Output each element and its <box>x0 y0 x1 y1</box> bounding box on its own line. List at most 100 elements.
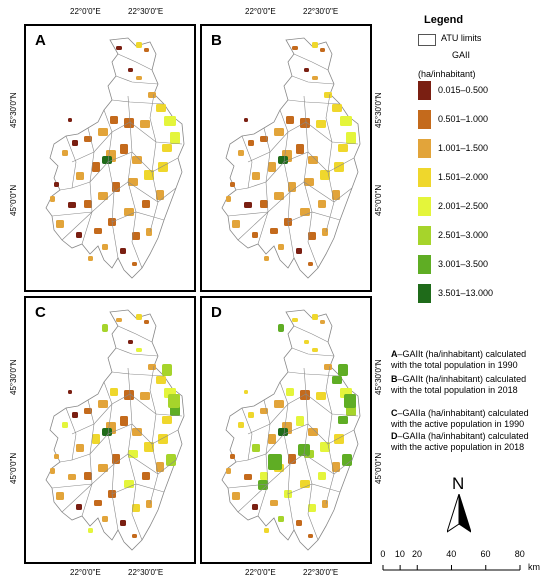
gaii-patch <box>312 348 318 352</box>
scale-label-0: 0 <box>380 549 386 559</box>
gaii-patch <box>230 182 235 187</box>
gaii-patch <box>142 472 150 480</box>
gaii-patch <box>128 340 133 344</box>
lat-tick-left-1: 45°30'0"N <box>9 92 18 128</box>
scale-label-40: 40 <box>446 549 457 559</box>
gaii-patch <box>128 450 138 458</box>
atu-boundary <box>115 325 159 357</box>
gaii-patch <box>156 462 164 472</box>
scale-label-80: 80 <box>514 549 525 559</box>
gaii-patch <box>116 46 122 50</box>
gaii-patch <box>312 76 318 80</box>
gaii-patch <box>340 116 352 126</box>
atu-boundary <box>59 407 77 463</box>
gaii-patch <box>322 500 328 508</box>
atu-boundary <box>51 181 177 217</box>
gaii-patch <box>278 516 284 522</box>
gaii-patch <box>50 468 55 474</box>
gaii-patch <box>264 256 269 261</box>
panel-label-b: B <box>211 32 222 49</box>
legend-swatch-2 <box>418 110 431 129</box>
gaii-patch <box>72 140 78 146</box>
gaii-patch <box>92 162 100 172</box>
gaii-patch <box>144 170 154 180</box>
gaii-patch <box>244 202 252 208</box>
lon-tick-bottom-2: 22°30'0"E <box>128 568 164 577</box>
gaii-patch <box>148 92 156 98</box>
lon-tick-top-1: 22°0'0"E <box>70 7 101 16</box>
atu-limits-label: ATU limits <box>441 33 482 43</box>
gaii-patch <box>50 196 55 202</box>
gaii-patch <box>120 416 128 426</box>
gaii-patch <box>268 162 276 172</box>
legend-title: Legend <box>424 14 464 26</box>
gaii-patch <box>304 340 309 344</box>
gaii-patch <box>260 472 268 480</box>
gaii-patch <box>88 256 93 261</box>
north-arrow-icon <box>447 494 471 533</box>
gaii-patch <box>120 520 126 526</box>
scale-label-20: 20 <box>412 549 423 559</box>
atu-boundary <box>103 109 119 259</box>
gaii-patch <box>144 442 154 452</box>
atu-boundary <box>71 423 179 461</box>
gaii-patch <box>344 394 356 408</box>
gaii-patch <box>322 228 328 236</box>
atu-boundary <box>235 407 253 463</box>
legend-swatch-5 <box>418 197 431 216</box>
gaii-patch <box>140 120 150 128</box>
lat-tick-right-4: 45°0'0"N <box>374 452 383 484</box>
map-b <box>221 37 361 279</box>
atu-boundary <box>71 151 179 189</box>
gaii-patch <box>278 156 288 164</box>
map-panel-b: B <box>200 24 372 292</box>
gaii-patch <box>102 156 112 164</box>
atu-boundary <box>235 135 253 191</box>
atu-boundary <box>103 381 119 531</box>
gaii-patch <box>270 228 278 234</box>
legend-class-label-5: 2.001–2.500 <box>438 201 489 211</box>
gaii-patch <box>312 314 318 320</box>
atu-boundary <box>325 93 335 233</box>
gaii-patch <box>142 200 150 208</box>
gaii-patch <box>332 376 342 384</box>
map-panel-d: D <box>200 296 372 564</box>
description-a: A–GAIIt (ha/inhabitant) calculated with t… <box>391 349 527 370</box>
gaii-patch <box>270 500 278 506</box>
description-c: C–GAIIa (ha/inhabitant) calculated with t… <box>391 408 529 429</box>
legend-swatch-8 <box>418 284 431 303</box>
panel-label-c: C <box>35 304 46 321</box>
gaii-patch <box>308 232 316 240</box>
atu-boundary <box>287 99 341 105</box>
gaii-patch <box>120 144 128 154</box>
gaii-patch <box>76 172 84 180</box>
gaii-patch <box>102 428 112 436</box>
atu-boundary <box>111 99 165 105</box>
gaii-patch <box>320 48 325 52</box>
gaii-patch <box>252 172 260 180</box>
gaii-patch <box>278 428 288 436</box>
legend-class-label-2: 0.501–1.000 <box>438 114 489 124</box>
gaii-patch <box>304 68 309 72</box>
gaii-patch <box>162 416 172 424</box>
gaii-patch <box>98 464 108 472</box>
gaii-patch <box>62 150 68 156</box>
gaii-patch <box>238 150 244 156</box>
gaii-patch <box>320 320 325 324</box>
description-b: B–GAIIt (ha/inhabitant) calculated with t… <box>391 374 527 395</box>
gaii-patch <box>166 454 176 466</box>
gaii-patch <box>318 200 326 208</box>
gaii-patch <box>346 132 356 144</box>
scale-label-60: 60 <box>480 549 491 559</box>
gaii-patch <box>320 442 330 452</box>
legend-class-label-3: 1.001–1.500 <box>438 143 489 153</box>
gaii-patch <box>260 408 268 414</box>
gaii-patch <box>244 474 252 480</box>
unit-label: (ha/inhabitant) <box>418 69 476 79</box>
gaii-patch <box>308 262 313 266</box>
gaii-patch <box>128 68 133 72</box>
lat-tick-right-3: 45°30'0"N <box>374 359 383 395</box>
gaii-patch <box>94 228 102 234</box>
gaii-patch <box>332 104 342 112</box>
gaii-patch <box>258 480 268 490</box>
